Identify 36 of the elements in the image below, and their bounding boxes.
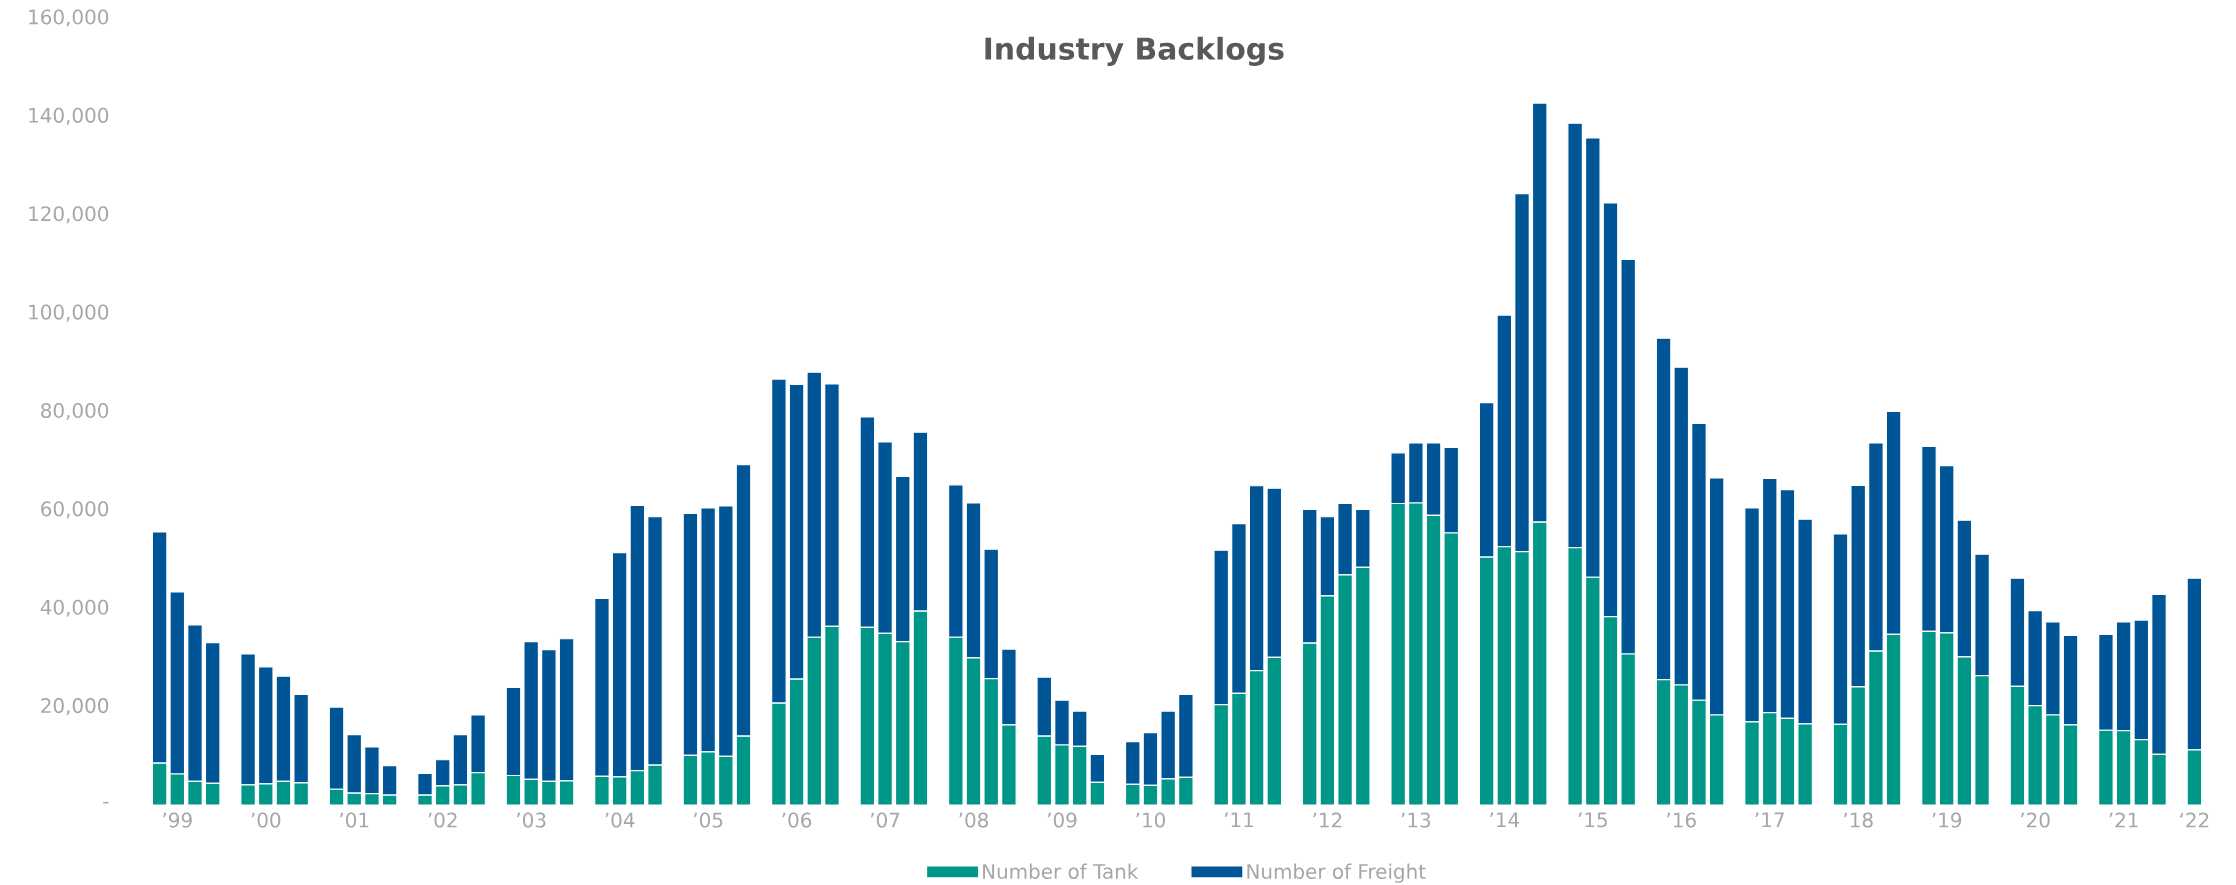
y-tick-label: 140,000 xyxy=(29,107,109,125)
y-tick-label: 160,000 xyxy=(29,9,109,27)
y-tick-label: 20,000 xyxy=(41,698,109,716)
y-tick-label: - xyxy=(103,801,109,804)
x-tick-label: ’01 xyxy=(340,812,369,828)
x-tick-label: ’08 xyxy=(959,812,989,828)
x-tick-label: ’10 xyxy=(1136,812,1165,828)
y-tick-label: 60,000 xyxy=(41,501,109,519)
x-tick-label: ’15 xyxy=(1578,812,1607,828)
x-tick-label: ’06 xyxy=(782,812,812,828)
y-tick-label: 120,000 xyxy=(29,206,109,224)
x-tick-label: ’20 xyxy=(2021,812,2050,828)
x-tick-label: ’00 xyxy=(251,812,281,828)
y-tick-label: 40,000 xyxy=(40,599,109,617)
x-tick-label: ’17 xyxy=(1755,812,1784,828)
x-tick-label: ’02 xyxy=(428,812,457,828)
legend-label: Number of Freight xyxy=(1247,863,1426,883)
x-tick-label: ’05 xyxy=(694,812,723,828)
x-tick-label: ‘22 xyxy=(2180,812,2209,828)
x-tick-label: ’11 xyxy=(1224,812,1253,828)
x-tick-label: ’14 xyxy=(1490,812,1520,828)
y-tick-label: 100,000 xyxy=(29,304,109,322)
x-tick-label: ’12 xyxy=(1313,812,1342,828)
x-tick-label: ’16 xyxy=(1667,812,1696,828)
x-tick-label: ’18 xyxy=(1844,812,1873,828)
x-tick-label: ’04 xyxy=(605,812,635,828)
x-tick-label: ’19 xyxy=(1932,812,1962,828)
x-tick-label: ’21 xyxy=(2109,812,2138,828)
text: Industry Backlogs xyxy=(985,36,1284,66)
x-tick-label: ’07 xyxy=(870,812,900,828)
x-tick-label: ’99 xyxy=(163,812,192,828)
x-tick-label: ’09 xyxy=(1047,812,1077,828)
y-tick-label: 80,000 xyxy=(41,402,109,421)
legend-label: Number of Tank xyxy=(983,863,1139,879)
x-tick-label: ’13 xyxy=(1401,812,1431,828)
x-tick-label: ’03 xyxy=(517,812,546,828)
